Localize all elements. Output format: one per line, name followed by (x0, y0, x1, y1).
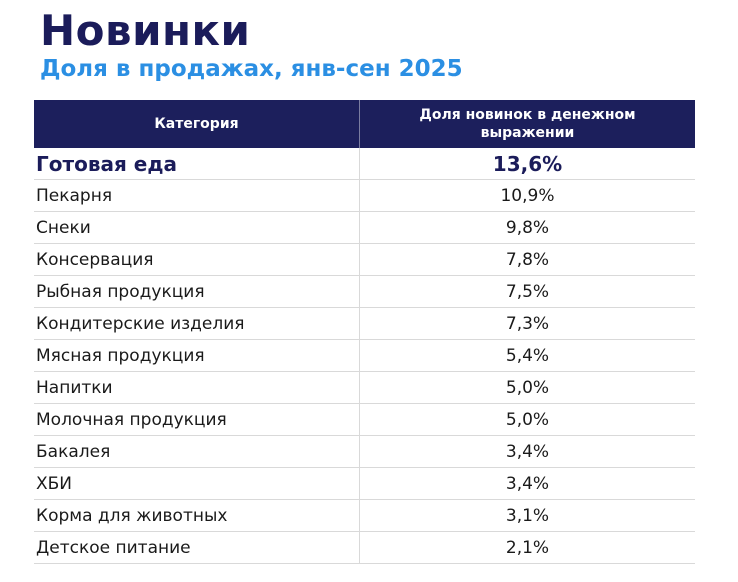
category-cell: Рыбная продукция (34, 275, 360, 308)
share-cell: 9,8% (359, 211, 695, 244)
title: Новинки (40, 6, 251, 55)
category-cell: Снеки (34, 211, 360, 244)
category-cell: Бакалея (34, 435, 360, 468)
table-row: Консервация 7,8% (34, 243, 695, 276)
share-cell: 13,6% (359, 148, 695, 180)
category-cell: Консервация (34, 243, 360, 276)
share-cell: 7,8% (359, 243, 695, 276)
share-cell: 5,0% (359, 403, 695, 436)
share-cell: 3,1% (359, 499, 695, 532)
table-head: Категория Доля новинок в денежном выражен… (34, 100, 695, 148)
share-cell: 3,4% (359, 467, 695, 500)
share-cell: 7,5% (359, 275, 695, 308)
table-row: Пекарня 10,9% (34, 179, 695, 212)
column-header: Категория (34, 100, 360, 148)
category-cell: Кондитерские изделия (34, 307, 360, 340)
category-cell: Молочная продукция (34, 403, 360, 436)
table-row: Молочная продукция 5,0% (34, 403, 695, 436)
table-row: Снеки 9,8% (34, 211, 695, 244)
header-row: Категория Доля новинок в денежном выражен… (34, 100, 695, 148)
table-row: Бакалея 3,4% (34, 435, 695, 468)
category-cell: Готовая еда (34, 148, 360, 180)
table-row: ХБИ 3,4% (34, 467, 695, 500)
category-cell: Корма для животных (34, 499, 360, 532)
category-cell: Напитки (34, 371, 360, 404)
table-body: Готовая еда 13,6% Пекарня 10,9% Снеки 9,8% Кон… (34, 148, 695, 564)
column-header: Доля новинок в денежном выражении (359, 100, 695, 148)
category-cell: Детское питание (34, 531, 360, 564)
share-cell: 2,1% (359, 531, 695, 564)
category-cell: ХБИ (34, 467, 360, 500)
subtitle: Доля в продажах, янв-сен 2025 (40, 56, 463, 82)
category-cell: Пекарня (34, 179, 360, 212)
table-row: Готовая еда 13,6% (34, 148, 695, 180)
share-table: Категория Доля новинок в денежном выражен… (34, 100, 695, 564)
share-cell: 3,4% (359, 435, 695, 468)
share-cell: 7,3% (359, 307, 695, 340)
category-cell: Мясная продукция (34, 339, 360, 372)
table-row: Кондитерские изделия 7,3% (34, 307, 695, 340)
share-cell: 5,4% (359, 339, 695, 372)
table-row: Детское питание 2,1% (34, 531, 695, 564)
table-row: Рыбная продукция 7,5% (34, 275, 695, 308)
table-row: Мясная продукция 5,4% (34, 339, 695, 372)
share-cell: 10,9% (359, 179, 695, 212)
table-row: Корма для животных 3,1% (34, 499, 695, 532)
table-row: Напитки 5,0% (34, 371, 695, 404)
share-cell: 5,0% (359, 371, 695, 404)
